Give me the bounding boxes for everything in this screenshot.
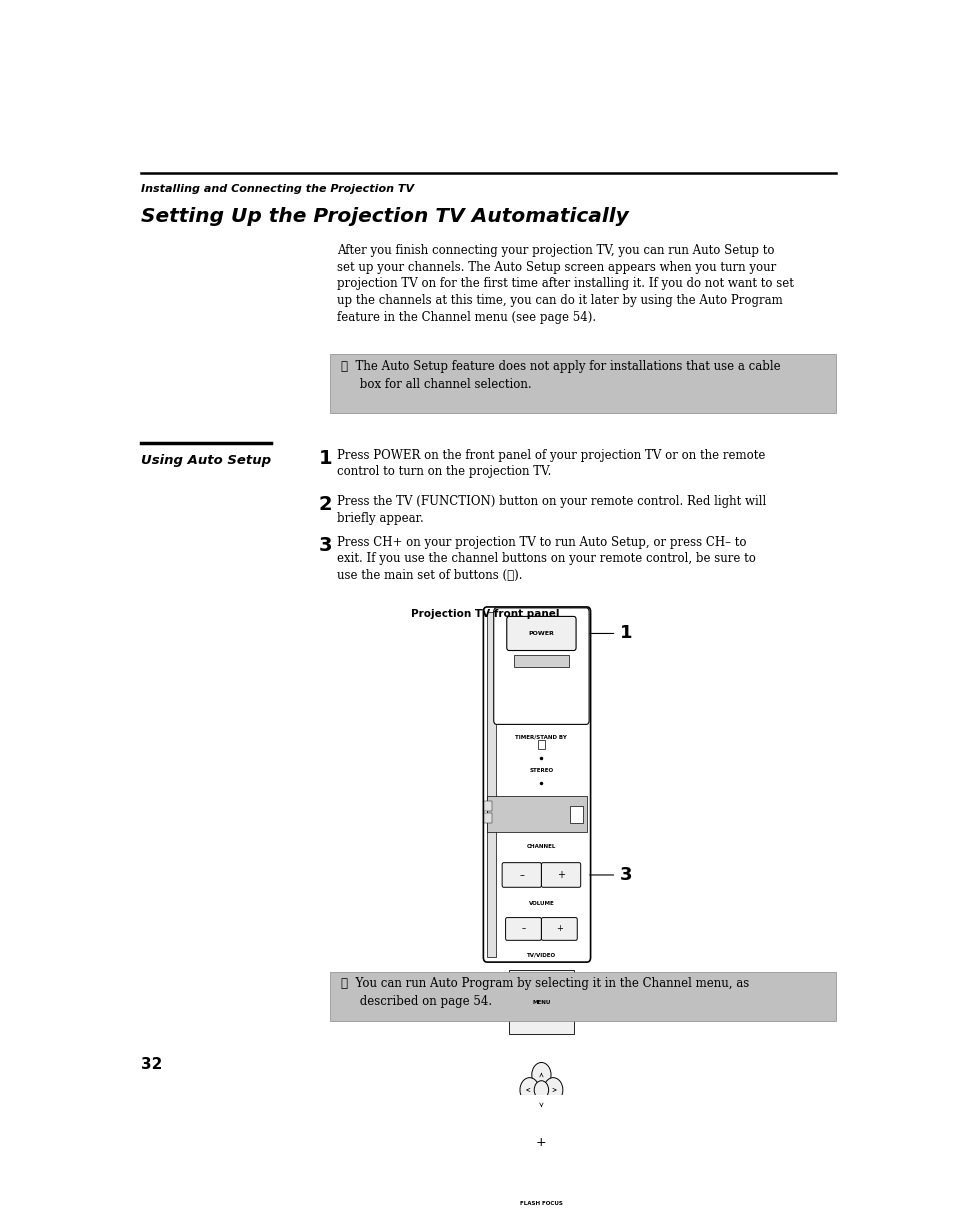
Text: POWER: POWER [528,631,554,636]
Text: set up your channels. The Auto Setup screen appears when you turn your: set up your channels. The Auto Setup scr… [337,261,776,274]
Bar [537,739,544,749]
Text: 1: 1 [619,625,632,642]
Text: Installing and Connecting the Projection TV: Installing and Connecting the Projection… [141,183,415,193]
Text: TIMER/STAND BY: TIMER/STAND BY [515,734,567,739]
FancyBboxPatch shape [541,918,577,940]
Text: TV/VIDEO: TV/VIDEO [526,952,556,958]
Text: Projection TV front panel: Projection TV front panel [411,609,559,619]
Text: up the channels at this time, you can do it later by using the Auto Program: up the channels at this time, you can do… [337,294,782,308]
Circle shape [531,1092,551,1117]
Text: box for all channel selection.: box for all channel selection. [341,378,531,391]
Bar [569,806,582,823]
Bar [514,656,568,667]
Text: Press the TV (FUNCTION) button on your remote control. Red light will: Press the TV (FUNCTION) button on your r… [337,496,766,508]
Text: ☡  The Auto Setup feature does not apply for installations that use a cable: ☡ The Auto Setup feature does not apply … [341,359,780,373]
Text: –: – [521,925,525,934]
Text: After you finish connecting your projection TV, you can run Auto Setup to: After you finish connecting your project… [337,245,774,257]
Text: FLASH FOCUS: FLASH FOCUS [519,1200,562,1205]
FancyBboxPatch shape [506,616,576,651]
Text: –: – [518,870,523,879]
Circle shape [543,1077,562,1102]
Text: VOLUME: VOLUME [528,900,554,905]
Text: CHANNEL: CHANNEL [526,844,556,849]
Text: 1: 1 [318,449,333,467]
Circle shape [519,1077,538,1102]
FancyBboxPatch shape [494,608,589,724]
Text: feature in the Channel menu (see page 54).: feature in the Channel menu (see page 54… [337,310,596,323]
Text: Using Auto Setup: Using Auto Setup [141,454,272,466]
Bar [512,1218,555,1230]
Bar [509,1017,574,1034]
FancyBboxPatch shape [505,918,541,940]
Text: use the main set of buttons (⌖).: use the main set of buttons (⌖). [337,569,522,582]
Text: briefly appear.: briefly appear. [337,512,424,525]
FancyBboxPatch shape [541,862,580,887]
Circle shape [531,1063,551,1087]
FancyBboxPatch shape [501,862,541,887]
Bar [487,611,496,957]
Bar [509,969,574,986]
Text: 3: 3 [619,866,632,884]
Text: +: + [557,870,564,879]
Bar [483,813,491,823]
Text: 32: 32 [141,1057,163,1071]
Text: Press CH+ on your projection TV to run Auto Setup, or press CH– to: Press CH+ on your projection TV to run A… [337,536,746,549]
Text: +: + [536,1135,546,1149]
Text: STEREO: STEREO [529,768,553,772]
Text: 2: 2 [318,496,333,514]
Bar [330,354,836,413]
Text: control to turn on the projection TV.: control to turn on the projection TV. [337,465,551,478]
Text: Setting Up the Projection TV Automatically: Setting Up the Projection TV Automatical… [141,208,629,226]
Text: ☡  You can run Auto Program by selecting it in the Channel menu, as: ☡ You can run Auto Program by selecting … [341,978,748,990]
Text: described on page 54.: described on page 54. [341,995,492,1009]
Bar [487,796,586,833]
Circle shape [534,1081,548,1100]
Text: +: + [556,925,562,934]
Bar [330,972,836,1021]
Bar [504,1161,578,1182]
Text: Press POWER on the front panel of your projection TV or on the remote: Press POWER on the front panel of your p… [337,449,765,461]
Text: 3: 3 [318,536,332,555]
Bar [483,801,491,811]
FancyBboxPatch shape [483,606,590,962]
Text: MENU: MENU [532,1000,550,1005]
Text: projection TV on for the first time after installing it. If you do not want to s: projection TV on for the first time afte… [337,277,794,290]
Text: exit. If you use the channel buttons on your remote control, be sure to: exit. If you use the channel buttons on … [337,552,756,566]
